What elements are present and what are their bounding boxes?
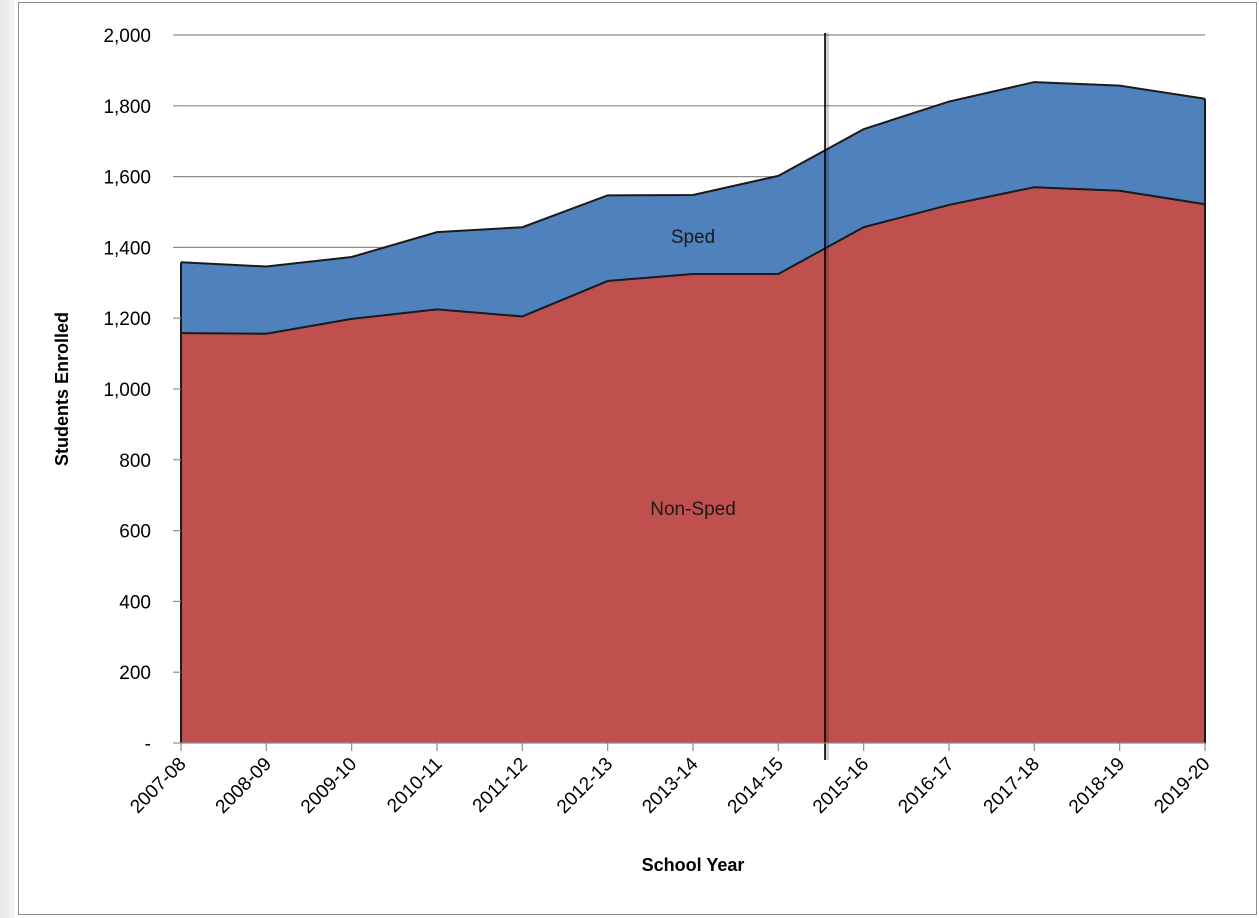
x-tick-label: 2018-19 — [1065, 754, 1129, 818]
x-tick-label: 2015-16 — [809, 754, 873, 818]
x-tick-label: 2012-13 — [553, 754, 617, 818]
non-sped-area — [181, 187, 1205, 744]
x-tick-label: 2019-20 — [1150, 754, 1214, 818]
x-tick-label: 2011-12 — [469, 754, 532, 817]
y-tick-label: 1,400 — [103, 238, 151, 259]
sped-area-label: Sped — [671, 227, 715, 248]
page-edge-shade — [0, 0, 14, 918]
chart-labels: Sped Non-Sped — [650, 227, 736, 520]
sped-area — [181, 82, 1205, 334]
x-tick-label: 2016-17 — [894, 754, 958, 818]
non-sped-area-label: Non-Sped — [650, 499, 736, 520]
x-tick-label: 2008-09 — [212, 754, 276, 818]
y-tick-label: 600 — [119, 522, 151, 543]
y-tick-label: 400 — [119, 592, 151, 613]
x-tick-label: 2013-14 — [638, 753, 702, 817]
y-tick-label: 1,800 — [103, 97, 151, 118]
y-axis-title: Students Enrolled — [52, 312, 72, 466]
x-axis-title: School Year — [642, 855, 745, 875]
y-tick-label: 1,600 — [103, 168, 151, 189]
x-tick-label: 2007-08 — [126, 754, 190, 818]
x-tick-label: 2009-10 — [297, 754, 361, 818]
y-tick-label: 200 — [119, 663, 151, 684]
y-tick-label: - — [145, 734, 151, 755]
x-tick-label: 2017-18 — [980, 754, 1044, 818]
y-tick-label: 800 — [119, 451, 151, 472]
y-tick-label: 2,000 — [103, 26, 151, 47]
y-tick-label: 1,000 — [103, 380, 151, 401]
non-sped-line — [180, 186, 1206, 335]
y-tick-label: 1,200 — [103, 309, 151, 330]
area-series — [180, 81, 1206, 744]
x-tick-label: 2010-11 — [383, 754, 446, 817]
x-tick-label: 2014-15 — [724, 754, 788, 818]
sped-line — [180, 81, 1206, 268]
